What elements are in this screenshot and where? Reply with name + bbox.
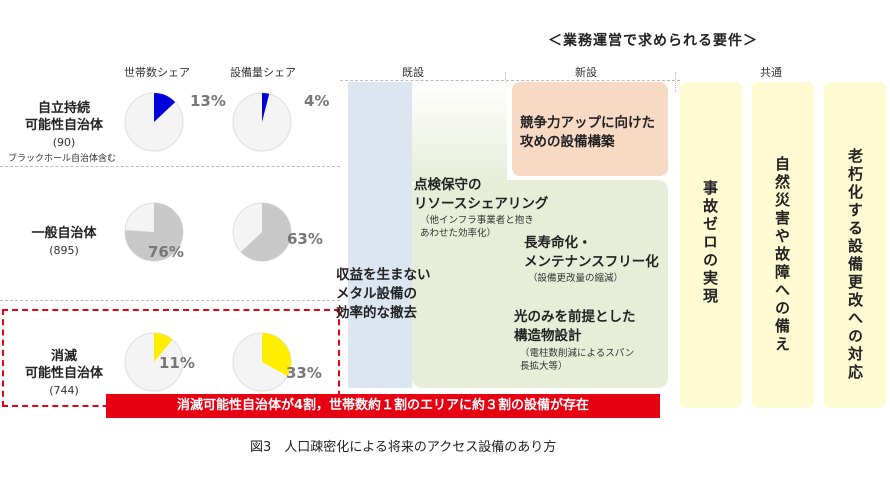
competitive-line2: 攻めの設備構築 [520,134,615,150]
aging-box [824,82,886,408]
row1-name: 自立持続 可能性自治体 [10,100,118,134]
row2-count: (895) [49,244,79,257]
zero-accidents-box [680,82,742,408]
row1-name-line1: 自立持続 [37,101,90,116]
row3-name-line1: 消滅 [50,349,77,364]
row2-equipment-pie [232,202,292,262]
longlife-subtext: （設備更改量の縮減） [528,273,624,284]
inspection-subtext: （他インフラ事業者と抱き あわせた効率化） [420,214,534,240]
row3-household-percent: 11% [159,354,195,372]
row3-equipment-percent: 33% [286,364,322,382]
row3-count: (744) [49,384,79,397]
column-common: 共通 [760,66,782,79]
pie-slice [240,203,292,261]
column-existing: 既設 [402,66,424,79]
light-design-sub1: （電柱数削減によるスパン [520,348,635,359]
longlife-line2: メンテナンスフリー化 [524,254,659,270]
requirements-title: ＜業務運営で求められる要件＞ [548,33,758,49]
light-design-subtext: （電柱数削減によるスパン 長拡大等） [520,347,634,373]
zero-accidents-text: 事故ゼロの実現 [701,180,719,306]
metal-removal-line2: メタル設備の [336,286,417,302]
row1-note: ブラックホール自治体含む [8,154,117,164]
aging-text: 老朽化する設備更改への対応 [846,148,864,382]
row3-household-pie [124,332,184,392]
inspection-sub2: あわせた効率化） [420,228,497,239]
column-equipment-share: 設備量シェア [230,66,296,79]
row3-name: 消滅 可能性自治体 [10,348,118,382]
row2-equipment-percent: 63% [287,230,323,248]
row1-equipment-pie [232,92,292,152]
row1-household-pie [124,92,184,152]
competitive-box [512,82,668,176]
pie-slice [262,93,270,122]
row1-name-line2: 可能性自治体 [24,118,103,133]
inspection-sub1: （他インフラ事業者と抱き [420,215,534,226]
row1-household-percent: 13% [190,92,226,110]
column-household-share: 世帯数シェア [124,66,190,79]
light-design-line2: 構造物設計 [514,328,582,344]
inspection-line2: リソースシェアリング [414,196,549,212]
row2-household-pie [124,202,184,262]
pie-slice [262,333,291,376]
summary-banner: 消滅可能性自治体が4割，世帯数約１割のエリアに約３割の設備が存在 [106,394,660,418]
longlife-line1: 長寿命化・ [524,235,592,251]
disaster-text: 自然災害や故障への備え [773,156,791,354]
row3-equipment-pie [232,332,292,392]
new-fade-area [412,82,507,182]
existing-column-box [348,82,412,388]
row2-household-percent: 76% [148,243,184,261]
metal-removal-line1: 収益を生まない [336,267,431,283]
row1-count: (90) [52,136,76,149]
longlife-text: 長寿命化・ メンテナンスフリー化 [524,234,659,272]
light-design-line1: 光のみを前提とした [514,309,636,325]
row3-name-line2: 可能性自治体 [24,366,103,381]
inspection-line1: 点検保守の [414,177,482,193]
column-new: 新設 [575,66,597,79]
competitive-text: 競争力アップに向けた 攻めの設備構築 [520,114,655,152]
pie-slice [125,203,184,261]
row-separator-1 [0,166,340,167]
metal-removal-line3: 効率的な撤去 [336,305,417,321]
row-separator-2 [0,300,340,301]
column-separator-2 [675,72,676,92]
row1-equipment-percent: 4% [304,92,330,110]
competitive-line1: 競争力アップに向けた [520,115,655,131]
new-maintenance-area [412,180,668,388]
metal-removal-text: 収益を生まない メタル設備の 効率的な撤去 [336,266,431,323]
row2-name: 一般自治体 [31,226,97,241]
figure-caption: 図3 人口疎密化による将来のアクセス設備のあり方 [250,440,557,455]
inspection-text: 点検保守の リソースシェアリング [414,176,548,214]
pie-slice [154,333,173,362]
disaster-box [752,82,814,408]
header-separator [340,80,680,81]
pie-slice [154,93,176,122]
light-design-sub2: 長拡大等） [520,361,568,372]
light-design-text: 光のみを前提とした 構造物設計 [514,308,636,346]
